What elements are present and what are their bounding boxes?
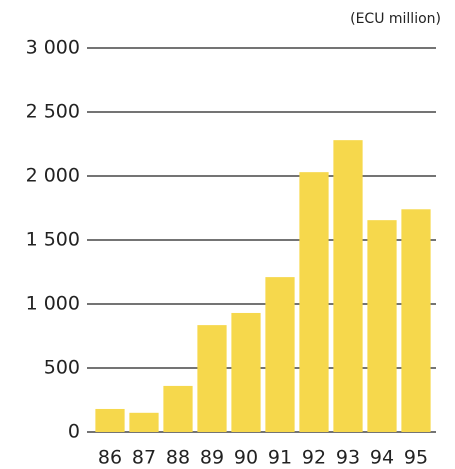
x-tick-label: 87	[132, 447, 156, 469]
x-tick-label: 89	[200, 447, 224, 469]
unit-label: (ECU million)	[350, 11, 441, 27]
y-tick-label: 1 500	[26, 229, 80, 251]
bar	[299, 172, 329, 432]
x-tick-label: 91	[268, 447, 292, 469]
bar	[129, 412, 159, 432]
y-tick-label: 2 500	[26, 101, 80, 123]
bar	[197, 325, 227, 432]
x-tick-label: 94	[370, 447, 394, 469]
x-tick-label: 90	[234, 447, 258, 469]
bar	[231, 312, 261, 432]
x-tick-label: 88	[166, 447, 190, 469]
y-tick-label: 1 000	[26, 293, 80, 315]
y-tick-label: 500	[44, 357, 80, 379]
bar	[367, 220, 397, 432]
bar	[95, 408, 125, 432]
bar	[333, 140, 363, 432]
x-tick-label: 92	[302, 447, 326, 469]
bar	[401, 209, 431, 432]
bar	[163, 385, 193, 432]
x-tick-label: 95	[404, 447, 428, 469]
x-tick-label: 93	[336, 447, 360, 469]
y-tick-label: 2 000	[26, 165, 80, 187]
bar	[265, 277, 295, 432]
y-tick-label: 0	[68, 421, 80, 443]
y-tick-label: 3 000	[26, 37, 80, 59]
x-tick-label: 86	[98, 447, 122, 469]
